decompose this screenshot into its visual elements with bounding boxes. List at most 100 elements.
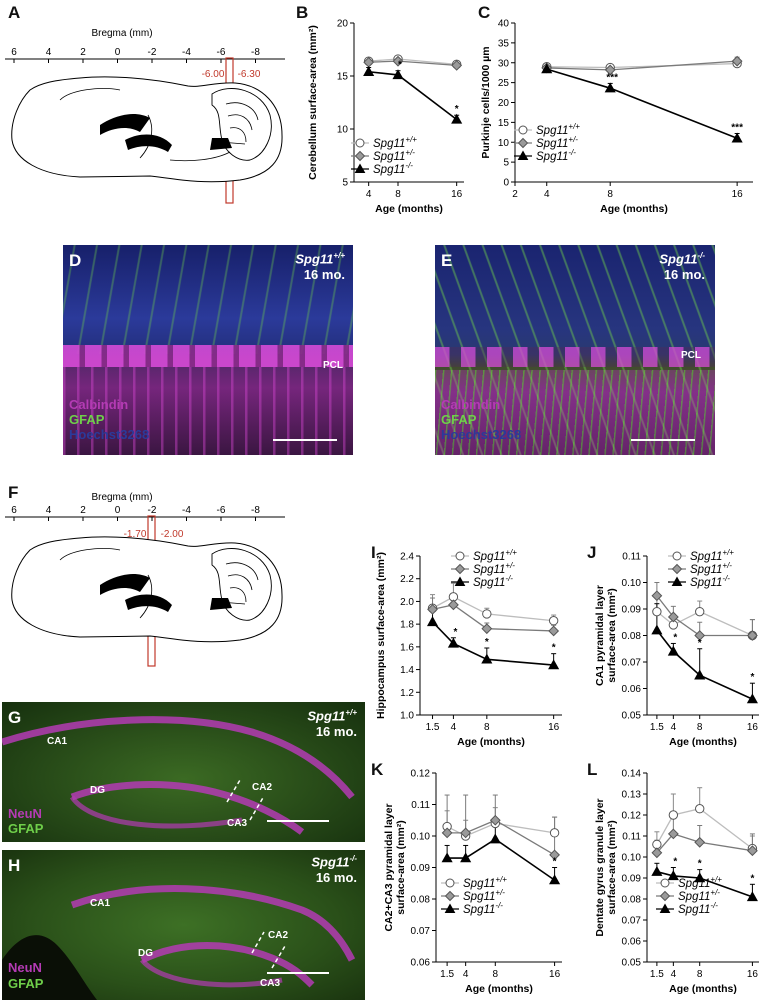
series-line bbox=[368, 70, 458, 121]
data-point bbox=[426, 616, 439, 627]
data-point bbox=[651, 847, 663, 859]
significance-mark: * bbox=[453, 627, 457, 638]
x-tick-label: 1.5 bbox=[426, 722, 440, 733]
data-point bbox=[667, 828, 679, 840]
x-tick-label: 16 bbox=[747, 722, 759, 733]
bregma-tick-label: 6 bbox=[11, 47, 17, 58]
significance-mark: * bbox=[673, 632, 677, 643]
y-tick-label: 10 bbox=[498, 138, 510, 149]
bregma-tick-label: -8 bbox=[251, 505, 260, 516]
bregma-tick-label: -2 bbox=[148, 505, 157, 516]
x-tick-label: 16 bbox=[747, 969, 759, 980]
data-point bbox=[671, 563, 683, 575]
data-point bbox=[548, 616, 559, 626]
x-tick-label: 1.5 bbox=[650, 969, 664, 980]
x-tick-label: 1.5 bbox=[650, 722, 664, 733]
data-point bbox=[460, 852, 472, 863]
bregma-mark-2: -6.30 bbox=[238, 69, 261, 80]
y-tick-label: 1.0 bbox=[400, 711, 414, 722]
data-point bbox=[427, 603, 438, 615]
bregma-tick-label: 2 bbox=[80, 505, 86, 516]
y-tick-label: 20 bbox=[337, 19, 349, 30]
data-point bbox=[454, 563, 466, 575]
y-axis-label: Purkinje cells/1000 µm bbox=[480, 46, 492, 158]
series-line bbox=[446, 822, 555, 837]
x-tick-label: 1.5 bbox=[440, 969, 454, 980]
legend-entry-het: Spg11+/- bbox=[690, 561, 732, 576]
bregma-tick-label: -4 bbox=[182, 505, 191, 516]
data-point bbox=[354, 163, 366, 173]
y-tick-label: 0.11 bbox=[411, 800, 430, 811]
y-tick-label: 0.12 bbox=[622, 811, 642, 822]
x-tick-label: 16 bbox=[732, 189, 744, 200]
panel-label-b: B bbox=[296, 3, 309, 22]
chart-l: 0.05 0.06 0.07 0.08 0.09 0.10 0.11 0.12 0.13 0.14… bbox=[594, 769, 759, 995]
y-tick-label: 0.10 bbox=[622, 853, 642, 864]
y-tick-label: 1.2 bbox=[400, 688, 414, 699]
data-point bbox=[441, 852, 453, 863]
y-tick-label: 15 bbox=[498, 118, 510, 129]
bregma-mark-f1: -1.70 bbox=[124, 529, 147, 540]
micrograph-d: D Spg11+/+ 16 mo. PCL Calbindin GFAP Hoe… bbox=[63, 245, 353, 455]
bregma-tick-label: -2 bbox=[148, 47, 157, 58]
y-tick-label: 0.08 bbox=[622, 895, 642, 906]
legend-entry-wt: Spg11+/+ bbox=[373, 135, 417, 150]
legend-entry-het: Spg11+/- bbox=[373, 148, 415, 163]
bregma-mark-1: -6.00 bbox=[202, 69, 225, 80]
data-point bbox=[455, 551, 465, 561]
data-point bbox=[671, 576, 683, 586]
y-tick-label: 0.14 bbox=[622, 769, 642, 780]
genotype-label-d: Spg11+/+ bbox=[295, 251, 345, 267]
data-point bbox=[667, 645, 679, 656]
series-line bbox=[447, 838, 556, 881]
data-point bbox=[652, 839, 662, 850]
series-line bbox=[656, 833, 753, 854]
chart-k: 0.06 0.07 0.08 0.09 0.10 0.11 0.12 1.5 4 8 16 Age (… bbox=[383, 769, 562, 995]
bregma-tick-label: -6 bbox=[217, 47, 226, 58]
y-tick-label: 0.07 bbox=[622, 916, 642, 927]
region-ca3-g: CA3 bbox=[227, 818, 248, 829]
panel-label-h: H bbox=[8, 856, 21, 875]
y-tick-label: 0.06 bbox=[622, 684, 642, 695]
brain-schematic-a: Bregma (mm) 6 4 2 0 -2 -4 -6 -8 -6.00 -6.30 bbox=[5, 28, 285, 204]
y-tick-label: 0.09 bbox=[622, 874, 642, 885]
region-ca1-h: CA1 bbox=[90, 898, 111, 909]
data-point bbox=[355, 138, 365, 148]
x-axis-label: Age (months) bbox=[669, 983, 737, 995]
bregma-tick-label: 4 bbox=[46, 47, 52, 58]
panel-label-d: D bbox=[69, 251, 82, 270]
series-line bbox=[656, 610, 753, 637]
series-line bbox=[546, 60, 738, 71]
data-point bbox=[652, 606, 662, 617]
data-point bbox=[354, 150, 366, 162]
age-label-g: 16 mo. bbox=[315, 724, 357, 739]
stain-hoechst-e: Hoechst3268 bbox=[441, 427, 522, 442]
x-tick-label: 4 bbox=[544, 189, 550, 200]
data-point bbox=[731, 132, 743, 143]
x-tick-label: 8 bbox=[697, 969, 703, 980]
y-tick-label: 2.2 bbox=[400, 574, 414, 585]
pcl-label-e: PCL bbox=[681, 350, 701, 361]
data-point bbox=[667, 870, 679, 881]
y-axis-label: Hippocampus surface-area (mm²) bbox=[375, 552, 387, 719]
legend-entry-wt: Spg11+/+ bbox=[463, 875, 507, 890]
data-point bbox=[660, 878, 670, 888]
bregma-tick-label: 4 bbox=[46, 505, 52, 516]
data-point bbox=[518, 125, 528, 135]
data-point bbox=[392, 69, 404, 80]
data-point bbox=[454, 576, 466, 586]
series-line bbox=[432, 596, 554, 622]
x-tick-label: 8 bbox=[493, 969, 499, 980]
data-point bbox=[517, 150, 529, 160]
y-tick-label: 25 bbox=[498, 78, 510, 89]
series-line bbox=[431, 621, 554, 666]
region-ca1-g: CA1 bbox=[47, 736, 68, 747]
x-tick-label: 8 bbox=[395, 189, 401, 200]
data-point bbox=[694, 669, 706, 680]
x-tick-label: 8 bbox=[607, 189, 613, 200]
legend-entry-ko: Spg11-/- bbox=[678, 901, 718, 916]
legend-entry-het: Spg11+/- bbox=[536, 135, 578, 150]
x-axis-label: Age (months) bbox=[465, 983, 533, 995]
data-point bbox=[482, 609, 492, 619]
